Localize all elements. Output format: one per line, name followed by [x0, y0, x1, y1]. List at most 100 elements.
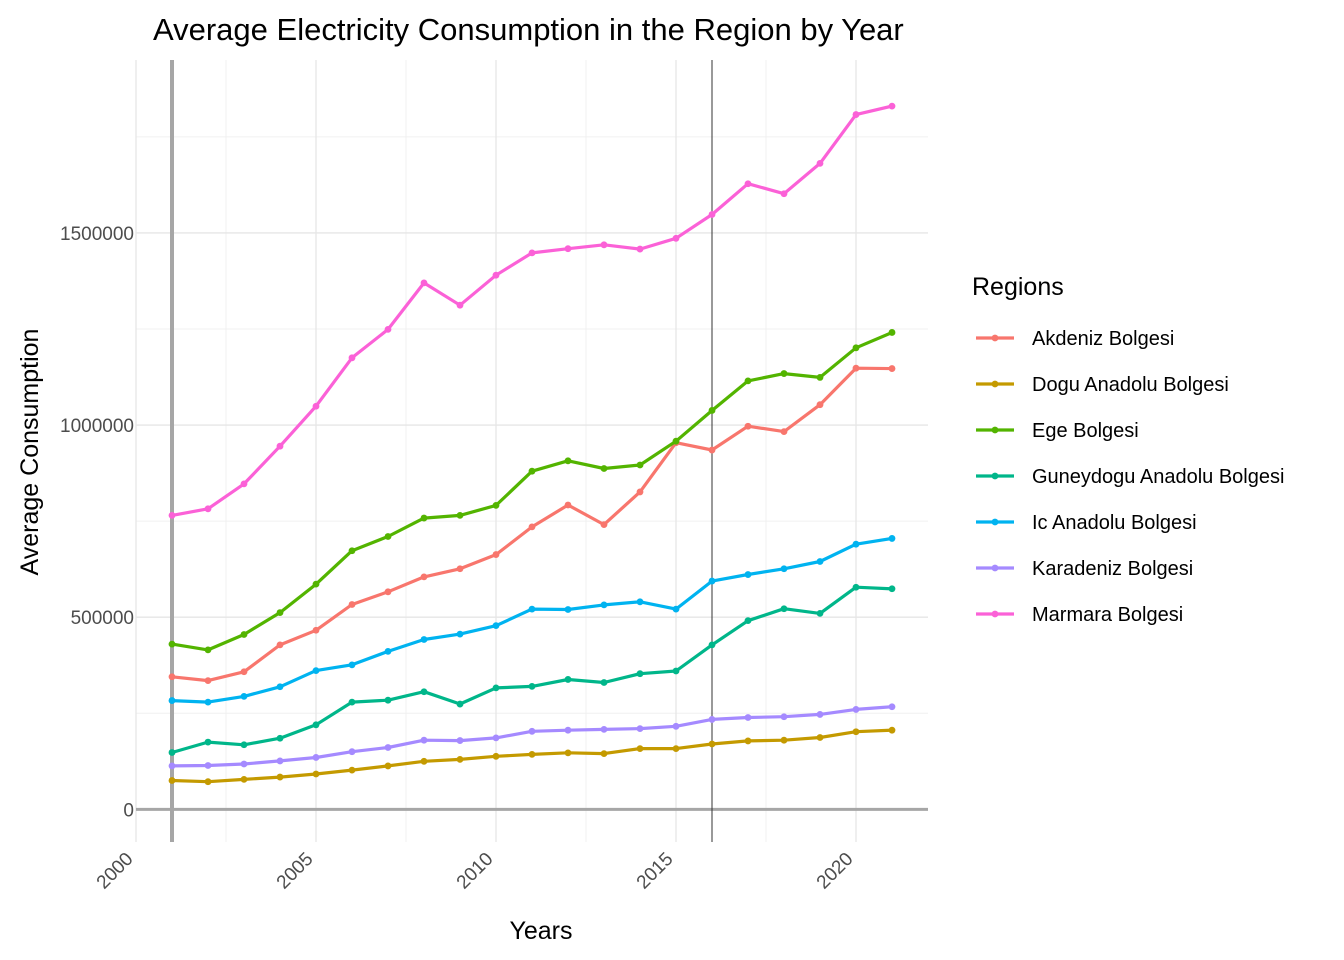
- data-point: [708, 446, 716, 454]
- data-point: [312, 770, 320, 778]
- data-point: [888, 585, 896, 593]
- data-point: [636, 725, 644, 733]
- data-point: [312, 580, 320, 588]
- data-point: [780, 370, 788, 377]
- data-point: [240, 668, 248, 676]
- series-line: [170, 330, 894, 652]
- data-point: [564, 749, 572, 757]
- data-point: [780, 736, 788, 744]
- data-point: [600, 679, 608, 686]
- legend-label: Ege Bolgesi: [1032, 420, 1139, 442]
- reference-lines: [136, 60, 928, 842]
- legend-item: Marmara Bolgesi: [976, 604, 1183, 626]
- data-point: [384, 762, 392, 770]
- data-point: [312, 754, 320, 761]
- data-point: [348, 601, 356, 608]
- data-point: [204, 677, 212, 685]
- data-point: [492, 271, 500, 279]
- data-point: [492, 551, 500, 558]
- legend-label: Ic Anadolu Bolgesi: [1032, 512, 1197, 534]
- data-point: [348, 748, 356, 756]
- data-point: [420, 514, 428, 522]
- data-point: [744, 422, 752, 430]
- data-point: [852, 706, 860, 713]
- data-point: [240, 760, 248, 768]
- data-point: [240, 775, 248, 783]
- data-point: [456, 511, 464, 519]
- data-point: [168, 762, 176, 770]
- data-point: [312, 721, 320, 729]
- data-point: [816, 711, 824, 718]
- series-2: [168, 329, 896, 654]
- data-point: [636, 245, 644, 253]
- data-point: [600, 521, 608, 528]
- data-point: [564, 606, 572, 613]
- data-point: [672, 722, 680, 730]
- legend-item: Dogu Anadolu Bolgesi: [976, 374, 1229, 396]
- data-point: [528, 727, 536, 735]
- data-point: [744, 617, 752, 625]
- data-point: [852, 111, 860, 118]
- data-point: [492, 501, 500, 509]
- y-tick-label: 500000: [71, 608, 134, 629]
- data-point: [312, 667, 320, 675]
- data-point: [888, 365, 896, 372]
- data-point: [744, 714, 752, 721]
- data-point: [276, 773, 284, 781]
- data-point: [168, 749, 176, 756]
- legend-key-point: [991, 518, 999, 526]
- data-point: [204, 646, 212, 654]
- data-point: [204, 778, 212, 786]
- data-point: [672, 605, 680, 613]
- data-point: [456, 630, 464, 638]
- data-point: [384, 647, 392, 655]
- series-1: [168, 726, 896, 786]
- data-point: [240, 631, 248, 638]
- series-lines: [168, 102, 896, 786]
- data-point: [168, 673, 176, 681]
- data-point: [888, 726, 896, 734]
- data-point: [708, 641, 716, 649]
- data-point: [420, 736, 428, 744]
- y-axis-title: Average Consumption: [16, 329, 44, 576]
- data-point: [456, 737, 464, 744]
- data-point: [528, 523, 536, 531]
- data-point: [636, 670, 644, 678]
- data-point: [672, 745, 680, 753]
- data-point: [816, 558, 824, 565]
- data-point: [492, 622, 500, 630]
- data-point: [816, 401, 824, 409]
- legend-item: Akdeniz Bolgesi: [976, 328, 1174, 350]
- data-point: [852, 364, 860, 372]
- data-point: [816, 159, 824, 167]
- data-point: [168, 640, 176, 648]
- legend-label: Guneydogu Anadolu Bolgesi: [1032, 466, 1284, 488]
- x-tick-label: 2005: [273, 849, 318, 894]
- data-point: [420, 573, 428, 581]
- legend-item: Ege Bolgesi: [976, 420, 1139, 442]
- data-point: [492, 752, 500, 760]
- y-tick-label: 1500000: [60, 224, 134, 245]
- data-point: [600, 465, 608, 472]
- legend-item: Ic Anadolu Bolgesi: [976, 512, 1197, 534]
- data-point: [888, 703, 896, 711]
- data-point: [564, 457, 572, 465]
- legend-key-point: [991, 426, 999, 434]
- data-point: [312, 626, 320, 634]
- data-point: [384, 325, 392, 333]
- data-point: [780, 190, 788, 198]
- data-point: [456, 755, 464, 763]
- data-point: [600, 750, 608, 758]
- data-point: [348, 547, 356, 555]
- data-point: [852, 583, 860, 591]
- legend-key-point: [991, 610, 999, 618]
- data-point: [672, 667, 680, 675]
- data-point: [276, 641, 284, 649]
- x-tick-label: 2010: [453, 849, 498, 894]
- data-point: [564, 676, 572, 683]
- data-point: [636, 488, 644, 496]
- data-point: [276, 757, 284, 765]
- data-point: [528, 249, 536, 257]
- data-point: [420, 757, 428, 765]
- data-point: [384, 744, 392, 751]
